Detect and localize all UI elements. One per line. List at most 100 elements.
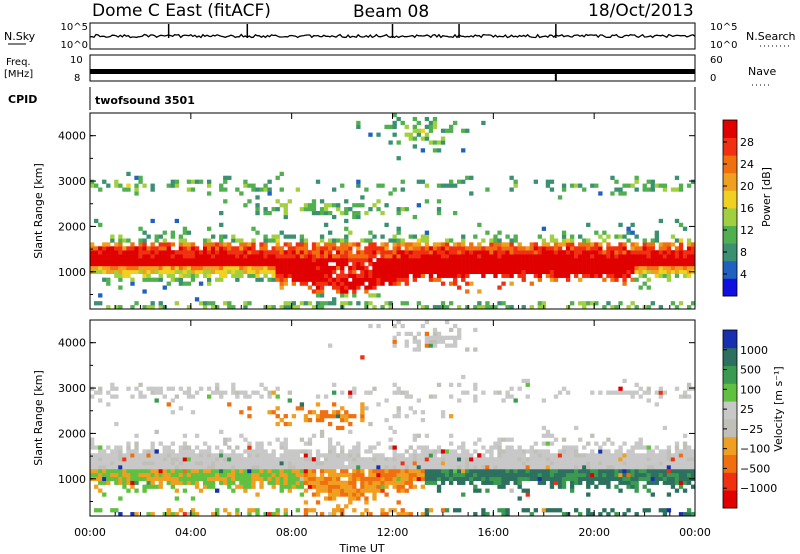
vel-cell <box>154 398 159 403</box>
vel-cell <box>219 390 224 395</box>
power-cell <box>666 242 672 247</box>
power-cell <box>489 261 494 267</box>
vel-cell <box>670 465 676 470</box>
power-cell <box>364 187 369 192</box>
power-cell <box>162 261 167 267</box>
power-cell <box>360 258 365 263</box>
vel-cell <box>360 406 365 411</box>
vel-cell <box>473 347 478 352</box>
power-cell <box>497 242 502 247</box>
power-cell <box>670 258 676 263</box>
vel-cell <box>235 472 240 478</box>
power-cell <box>586 238 591 243</box>
vel-cell <box>299 465 305 470</box>
colorbar-tick-label: 8 <box>740 246 747 259</box>
power-cell <box>352 273 357 278</box>
power-cell <box>150 277 155 282</box>
vel-cell <box>186 461 192 466</box>
power-cell <box>186 258 192 263</box>
power-cell <box>106 183 111 188</box>
colorbar-swatch <box>723 155 737 174</box>
vel-cell <box>323 414 329 419</box>
power-cell <box>614 305 619 310</box>
power-cell <box>356 301 361 306</box>
vel-cell <box>501 480 506 485</box>
power-cell <box>307 277 313 282</box>
vel-cell <box>529 457 534 462</box>
vel-cell <box>178 453 184 458</box>
vel-cell <box>174 461 180 466</box>
vel-cell <box>396 414 401 419</box>
vel-cell <box>569 468 575 474</box>
vel-cell <box>311 457 317 462</box>
power-cell <box>299 234 305 239</box>
vel-cell <box>166 386 171 391</box>
power-cell <box>412 128 417 133</box>
vel-cell <box>98 449 103 454</box>
vel-cell <box>122 465 127 470</box>
power-cell <box>372 273 377 278</box>
vel-cell <box>436 476 442 482</box>
power-cell <box>295 261 301 267</box>
vel-cell <box>332 390 337 395</box>
power-cell <box>388 261 393 267</box>
power-cell <box>106 261 111 267</box>
vel-cell <box>114 508 119 513</box>
vel-cell <box>315 461 321 466</box>
vel-cell <box>481 472 486 478</box>
vel-cell <box>586 441 591 446</box>
power-cell <box>162 254 167 259</box>
vel-cell <box>267 394 272 399</box>
power-cell <box>481 246 486 251</box>
vel-cell <box>408 461 413 466</box>
vel-cell <box>194 453 200 458</box>
power-cell <box>380 246 385 251</box>
vel-cell <box>448 465 454 470</box>
power-cell <box>428 258 434 263</box>
power-cell <box>448 273 454 278</box>
power-cell <box>448 261 454 267</box>
power-cell <box>670 254 676 259</box>
vel-cell <box>626 465 631 470</box>
vel-cell <box>618 488 623 493</box>
vel-cell <box>440 465 446 470</box>
power-cell <box>489 246 494 251</box>
power-cell <box>513 183 518 188</box>
vel-cell <box>154 484 159 489</box>
power-cell <box>529 265 534 271</box>
vel-cell <box>602 468 607 474</box>
power-cell <box>549 269 555 275</box>
power-cell <box>565 250 571 255</box>
vel-cell <box>332 508 337 513</box>
vel-cell <box>610 472 615 478</box>
vel-cell <box>533 472 538 478</box>
power-cell <box>533 273 538 278</box>
power-cell <box>553 250 559 255</box>
power-cell <box>287 242 292 247</box>
power-cell <box>517 254 522 259</box>
vel-cell <box>327 421 333 427</box>
vel-cell <box>239 453 244 458</box>
power-cell <box>223 265 228 271</box>
power-cell <box>186 179 192 184</box>
vel-cell <box>517 468 522 474</box>
vel-cell <box>247 441 252 446</box>
power-cell <box>198 261 204 267</box>
vel-cell <box>481 390 486 395</box>
vel-cell <box>505 480 510 485</box>
power-cell <box>549 250 555 255</box>
power-cell <box>158 234 163 239</box>
power-cell <box>646 250 651 255</box>
vel-cell <box>142 468 147 474</box>
vel-cell <box>670 461 676 466</box>
power-cell <box>574 258 579 263</box>
vel-cell <box>243 476 248 482</box>
vel-cell <box>206 453 212 458</box>
power-cell <box>682 261 688 267</box>
vel-cell <box>614 449 619 454</box>
power-cell <box>561 242 567 247</box>
vel-cell <box>315 414 321 419</box>
vel-cell <box>319 512 325 517</box>
power-cell <box>440 281 446 286</box>
power-cell <box>618 301 623 306</box>
